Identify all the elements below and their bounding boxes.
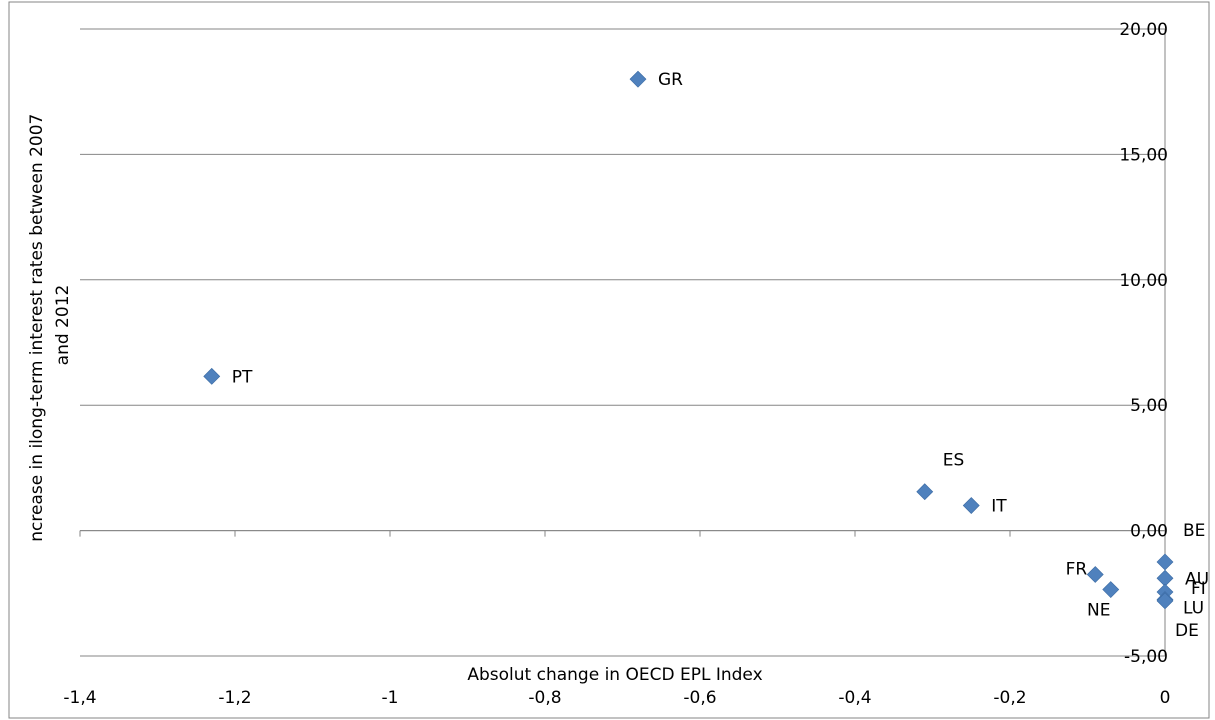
y-tick-label-2: 5,00: [1130, 396, 1168, 416]
marker-de: [1156, 592, 1174, 610]
x-tick-label-5: -0,4: [838, 688, 871, 708]
y-tick-label-3: 10,00: [1119, 271, 1168, 291]
x-tick-label-7: 0: [1160, 688, 1171, 708]
x-axis-title: Absolut change in OECD EPL Index: [467, 665, 762, 685]
x-tick-label-4: -0,6: [683, 688, 716, 708]
label-de: DE: [1175, 621, 1199, 641]
y-axis-title-line-2: and 2012: [53, 285, 73, 366]
y-tick-label-0: -5,00: [1124, 647, 1168, 667]
y-tick-label-5: 20,00: [1119, 20, 1168, 40]
marker-it: [962, 497, 980, 514]
label-it: IT: [991, 497, 1007, 517]
x-tick-label-0: -1,4: [63, 688, 96, 708]
marker-ne: [1102, 581, 1120, 598]
point-au: AU: [1156, 569, 1209, 589]
label-lu: LU: [1183, 599, 1204, 619]
point-fr: FR: [1066, 559, 1104, 583]
point-gr: GR: [629, 70, 683, 90]
label-be: BE: [1183, 521, 1205, 541]
chart-border: [8, 1, 1210, 719]
x-tick-labels: -1,4 -1,2 -1 -0,8 -0,6 -0,4 -0,2 0: [63, 688, 1170, 708]
point-be: BE: [1156, 521, 1205, 571]
point-de: DE: [1156, 592, 1199, 641]
x-tick-label-1: -1,2: [218, 688, 251, 708]
marker-fr: [1086, 566, 1104, 583]
x-tick-label-6: -0,2: [993, 688, 1026, 708]
label-gr: GR: [658, 70, 683, 90]
marker-gr: [629, 70, 647, 88]
marker-pt: [203, 367, 221, 385]
y-axis-title: ncrease in ilong-term interest rates bet…: [27, 108, 73, 542]
label-pt: PT: [232, 367, 253, 387]
label-es: ES: [943, 451, 965, 471]
point-es: ES: [916, 451, 965, 501]
point-pt: PT: [203, 367, 253, 387]
y-tick-label-1: 0,00: [1130, 522, 1168, 542]
label-fi: FI: [1191, 579, 1206, 599]
label-fr: FR: [1066, 559, 1088, 579]
x-tick-label-3: -0,8: [528, 688, 561, 708]
marker-es: [916, 483, 934, 501]
point-ne: NE: [1087, 581, 1120, 621]
point-it: IT: [962, 497, 1007, 517]
label-au: AU: [1185, 569, 1209, 589]
x-tick-label-2: -1: [382, 688, 399, 708]
y-tick-labels: -5,00 0,00 5,00 10,00 15,00 20,00: [1119, 20, 1168, 667]
y-tick-label-4: 15,00: [1119, 145, 1168, 165]
axes: [79, 28, 1166, 657]
y-axis-title-line-1: ncrease in ilong-term interest rates bet…: [27, 114, 47, 542]
label-ne: NE: [1087, 601, 1110, 621]
